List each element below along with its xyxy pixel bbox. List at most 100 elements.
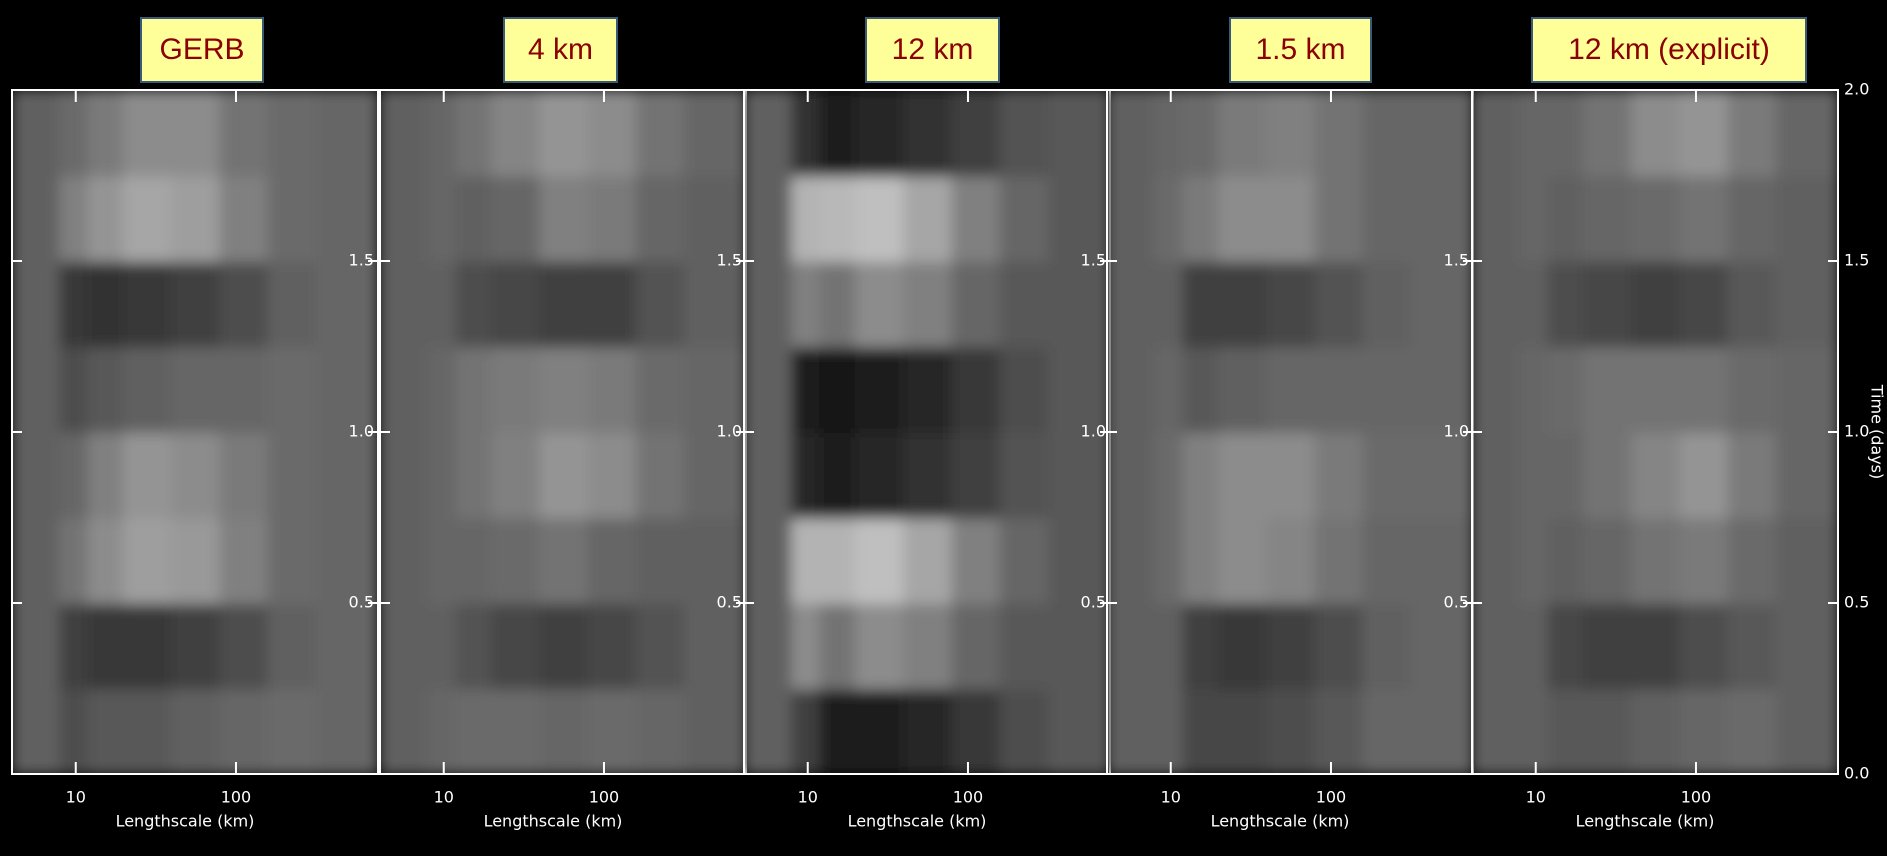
heatmap-cell <box>1266 175 1316 263</box>
heatmap-cell <box>11 346 61 434</box>
heatmap-cell <box>1314 517 1364 605</box>
heatmap-cell <box>491 431 541 519</box>
heatmap-cell <box>455 688 493 776</box>
heatmap-cell <box>219 602 269 690</box>
heatmap-cell <box>1000 688 1050 776</box>
heatmap <box>1106 89 1474 775</box>
heatmap-cell <box>1182 602 1220 690</box>
heatmap-cell <box>87 89 125 177</box>
heatmap-cell <box>743 346 793 434</box>
heatmap-cell <box>59 602 89 690</box>
heatmap-cell <box>539 602 589 690</box>
heatmap-cell <box>1471 346 1521 434</box>
heatmap-cell <box>1547 89 1585 177</box>
heatmap-cell <box>1519 175 1549 263</box>
heatmap-cell <box>636 517 686 605</box>
heatmap-cell <box>1547 688 1585 776</box>
heatmap-cell <box>316 602 379 690</box>
heatmap-cell <box>684 260 747 348</box>
heatmap-cell <box>1106 431 1156 519</box>
heatmap-cell <box>1411 688 1474 776</box>
heatmap-cell <box>491 175 541 263</box>
heatmap-cell <box>1471 688 1521 776</box>
heatmap-cell <box>636 602 686 690</box>
x-tick-label: 100 <box>221 788 252 807</box>
heatmap-cell <box>316 346 379 434</box>
heatmap-cell <box>539 89 589 177</box>
heatmap-cell <box>59 175 89 263</box>
heatmap-cell <box>1363 688 1413 776</box>
heatmap-cell <box>1154 517 1184 605</box>
heatmap-cell <box>87 260 125 348</box>
heatmap-cell <box>636 431 686 519</box>
heatmap-cell <box>219 688 269 776</box>
x-axis-label: Lengthscale (km) <box>1576 812 1715 831</box>
heatmap-cell <box>1266 517 1316 605</box>
heatmap-cell <box>171 688 221 776</box>
heatmap-cell <box>791 89 821 177</box>
heatmap-cell <box>1048 602 1111 690</box>
heatmap <box>1471 89 1839 775</box>
y-tick-label: 1.0 <box>1081 422 1106 441</box>
x-axis-label: Lengthscale (km) <box>484 812 623 831</box>
x-tick-label: 10 <box>66 788 86 807</box>
heatmap-cell <box>1679 517 1729 605</box>
heatmap <box>379 89 747 775</box>
heatmap-cell <box>1583 260 1633 348</box>
heatmap-cell <box>1728 260 1778 348</box>
y-axis-label: Time (days) <box>1868 384 1887 480</box>
heatmap-cell <box>87 517 125 605</box>
heatmap-cell <box>1776 260 1839 348</box>
y-tick-label: 1.5 <box>1844 251 1869 270</box>
heatmap-cell <box>427 517 457 605</box>
x-tick-label: 10 <box>1526 788 1546 807</box>
heatmap-cell <box>539 688 589 776</box>
heatmap-cell <box>819 260 857 348</box>
heatmap-cell <box>1218 517 1268 605</box>
heatmap-cell <box>1519 602 1549 690</box>
heatmap-cell <box>268 688 318 776</box>
heatmap-cell <box>123 517 173 605</box>
heatmap-cell <box>903 688 953 776</box>
heatmap-cell <box>1106 517 1156 605</box>
heatmap-cell <box>855 346 905 434</box>
heatmap-cell <box>1679 688 1729 776</box>
heatmap-cell <box>268 175 318 263</box>
heatmap-cell <box>427 688 457 776</box>
heatmap-cell <box>1314 175 1364 263</box>
heatmap-cell <box>171 346 221 434</box>
heatmap-cell <box>684 89 747 177</box>
page: {"chart_data": [ {"type": "heatmap", "ti… <box>0 0 1887 856</box>
heatmap-cell <box>123 602 173 690</box>
y-tick-label: 1.0 <box>349 422 374 441</box>
heatmap-cell <box>684 517 747 605</box>
heatmap-cell <box>491 688 541 776</box>
heatmap-cell <box>1106 175 1156 263</box>
heatmap-cell <box>455 175 493 263</box>
heatmap-cell <box>87 602 125 690</box>
heatmap-cell <box>1519 260 1549 348</box>
y-tick-label: 0.5 <box>1444 593 1469 612</box>
heatmap-cell <box>951 89 1001 177</box>
heatmap-cell <box>1314 688 1364 776</box>
heatmap-cell <box>903 602 953 690</box>
heatmap-cell <box>743 175 793 263</box>
heatmap-cell <box>1547 431 1585 519</box>
heatmap-cell <box>11 431 61 519</box>
heatmap-cell <box>791 346 821 434</box>
heatmap-cell <box>1106 688 1156 776</box>
heatmap-cell <box>1106 89 1156 177</box>
heatmap-cell <box>587 602 637 690</box>
heatmap-cell <box>219 431 269 519</box>
heatmap-cell <box>1266 602 1316 690</box>
heatmap-cell <box>1000 346 1050 434</box>
heatmap-cell <box>819 89 857 177</box>
heatmap-cell <box>1631 175 1681 263</box>
heatmap-cell <box>1154 688 1184 776</box>
heatmap-cell <box>1000 175 1050 263</box>
heatmap-cell <box>1266 346 1316 434</box>
heatmap-cell <box>1266 260 1316 348</box>
heatmap-cell <box>1728 346 1778 434</box>
figure: 101000.51.01.5Lengthscale (km)GERB101000… <box>0 0 1887 856</box>
heatmap-cell <box>171 89 221 177</box>
